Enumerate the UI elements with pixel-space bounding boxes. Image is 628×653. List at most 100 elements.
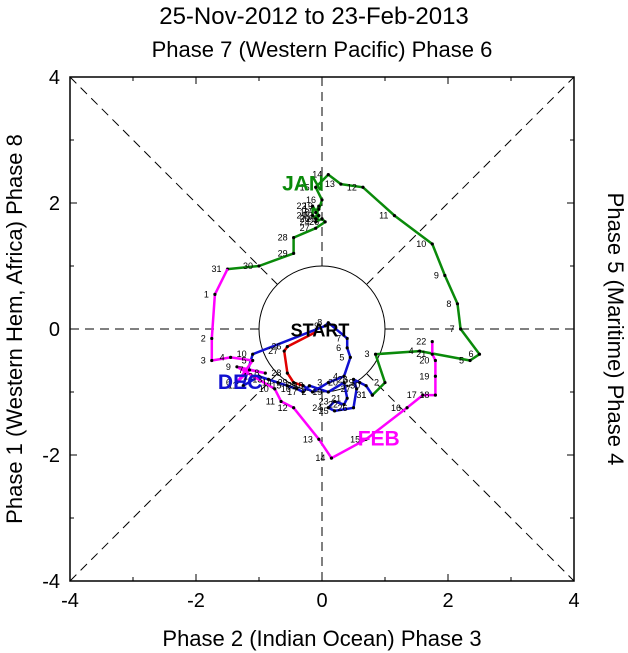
data-point [418, 349, 422, 353]
data-point [326, 321, 330, 325]
point-day-label: 11 [379, 211, 388, 221]
point-day-label: 8 [446, 299, 451, 309]
x-tick-label: -2 [187, 590, 205, 612]
point-day-label: 19 [312, 387, 322, 397]
data-point [310, 204, 315, 208]
point-day-label: 18 [419, 390, 429, 400]
data-point [345, 336, 349, 341]
point-day-label: 27 [341, 384, 351, 394]
data-point [433, 358, 437, 363]
point-day-label: 14 [262, 378, 272, 388]
data-point [279, 399, 283, 404]
point-day-label: 10 [237, 349, 247, 359]
point-day-label: 1 [204, 289, 209, 299]
data-point [443, 273, 447, 278]
data-point [342, 374, 346, 378]
point-day-label: 10 [259, 384, 269, 394]
point-day-label: 31 [356, 390, 366, 400]
point-day-label: 21 [416, 349, 426, 359]
data-point [430, 242, 434, 246]
data-point [301, 384, 305, 388]
point-day-label: 25 [319, 406, 329, 416]
data-point [323, 220, 327, 224]
data-point [323, 324, 327, 328]
point-day-label: 26 [309, 217, 319, 227]
point-day-label: 29 [278, 248, 288, 258]
data-point [364, 384, 368, 388]
data-point [326, 380, 330, 385]
point-day-label: 13 [303, 434, 313, 444]
data-point [326, 173, 330, 177]
y-tick-label: -4 [42, 571, 60, 593]
point-day-label: 16 [391, 403, 401, 413]
data-point [292, 236, 296, 240]
point-day-label: 9 [226, 362, 231, 372]
month-label-dec: DEC [218, 371, 262, 394]
data-point [405, 406, 409, 410]
data-point [285, 384, 289, 388]
data-point [421, 393, 425, 397]
data-point [351, 406, 356, 410]
data-point [301, 390, 305, 394]
data-point [257, 374, 261, 378]
point-day-label: 23 [303, 211, 313, 221]
diagonal-divider-falling [69, 76, 575, 582]
data-point [292, 380, 296, 385]
data-point [314, 185, 318, 189]
point-day-label: 9 [314, 321, 319, 331]
point-day-label: 18 [293, 381, 303, 391]
point-day-label: 18 [300, 207, 310, 217]
point-day-label: 9 [434, 270, 439, 280]
point-day-label: 2 [302, 387, 307, 397]
left-phase-label: Phase 1 (Western Hem, Africa) Phase 8 [2, 134, 27, 524]
point-day-label: 1 [361, 390, 366, 400]
data-point [355, 387, 359, 391]
data-point [257, 264, 261, 268]
point-day-label: 20 [419, 356, 429, 366]
data-point [392, 214, 397, 218]
data-point [342, 403, 346, 407]
data-point [276, 380, 280, 385]
point-day-label: 3 [201, 356, 206, 366]
data-point [285, 371, 289, 375]
data-point [235, 380, 239, 385]
point-day-label: 13 [325, 179, 335, 189]
bottom-phase-label: Phase 2 (Indian Ocean) Phase 3 [162, 626, 481, 651]
data-point [477, 352, 482, 356]
x-tick-labels: -4 -2 0 2 4 [61, 77, 580, 612]
unit-circle [258, 265, 386, 393]
point-day-label: 3 [317, 378, 322, 388]
data-point [285, 345, 289, 349]
data-point [235, 365, 239, 369]
data-point [361, 185, 365, 189]
data-point [342, 380, 346, 385]
data-point [351, 377, 356, 381]
data-point [314, 217, 318, 221]
point-day-label: 14 [312, 170, 322, 180]
point-day-label: 4 [220, 352, 225, 362]
data-point [455, 302, 460, 306]
point-day-label: 21 [297, 211, 307, 221]
data-point [317, 214, 321, 218]
point-day-label: 12 [278, 403, 288, 413]
point-day-label: 5 [242, 356, 247, 366]
point-day-label: 11 [266, 396, 275, 406]
point-day-label: 6 [468, 349, 473, 359]
data-point [333, 409, 337, 413]
data-point [292, 406, 296, 410]
data-point [266, 377, 271, 381]
point-day-label: 24 [312, 403, 322, 413]
month-labels: DEC JAN FEB [218, 172, 400, 450]
data-point [210, 336, 214, 341]
data-point [282, 349, 286, 353]
data-point [373, 352, 378, 356]
month-label-feb: FEB [358, 428, 400, 451]
data-point [333, 399, 337, 404]
point-day-label: 2 [201, 333, 206, 343]
data-point [433, 374, 437, 378]
data-point [310, 214, 315, 218]
point-day-label: 28 [337, 374, 347, 384]
data-point [213, 292, 217, 296]
point-day-label: 28 [278, 233, 288, 243]
data-point [310, 390, 315, 394]
